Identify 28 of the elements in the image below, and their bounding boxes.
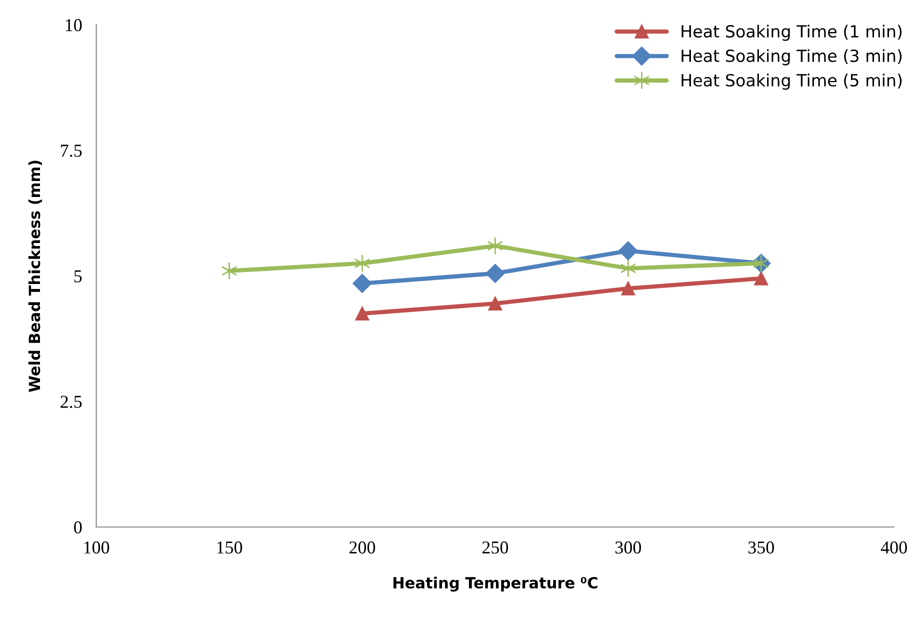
x-tick-label: 200 [349, 541, 376, 554]
x-tick-label: 150 [217, 541, 242, 554]
point [352, 274, 372, 293]
point [486, 264, 505, 283]
point [487, 236, 504, 255]
point [355, 306, 370, 321]
y-tick-label: 2.5 [60, 396, 82, 408]
x-axis-title: Heating Temperature ⁰C [393, 576, 598, 592]
point [221, 262, 238, 280]
legend-label: Heat Soaking Time (1 min) [682, 24, 902, 41]
point [620, 259, 636, 278]
point [621, 282, 636, 296]
x-tick-label: 300 [615, 541, 641, 554]
y-axis-title: Weld Bead Thickness (mm) [28, 160, 42, 392]
y-tick-label: 7.5 [61, 144, 82, 157]
y-tick-label: 0 [74, 521, 82, 534]
legend-label: Heat Soaking Time (5 min) [682, 74, 902, 90]
point [754, 271, 768, 286]
y-tick-label: 10 [66, 19, 82, 32]
x-tick-label: 250 [482, 541, 508, 554]
point [488, 296, 502, 310]
legend-label: Heat Soaking Time (3 min) [682, 49, 902, 66]
x-tick-label: 400 [880, 541, 907, 554]
point [618, 241, 638, 260]
point [354, 254, 370, 272]
x-tick-label: 350 [748, 541, 774, 554]
y-tick-label: 5 [74, 270, 82, 282]
x-tick-label: 100 [84, 541, 110, 554]
